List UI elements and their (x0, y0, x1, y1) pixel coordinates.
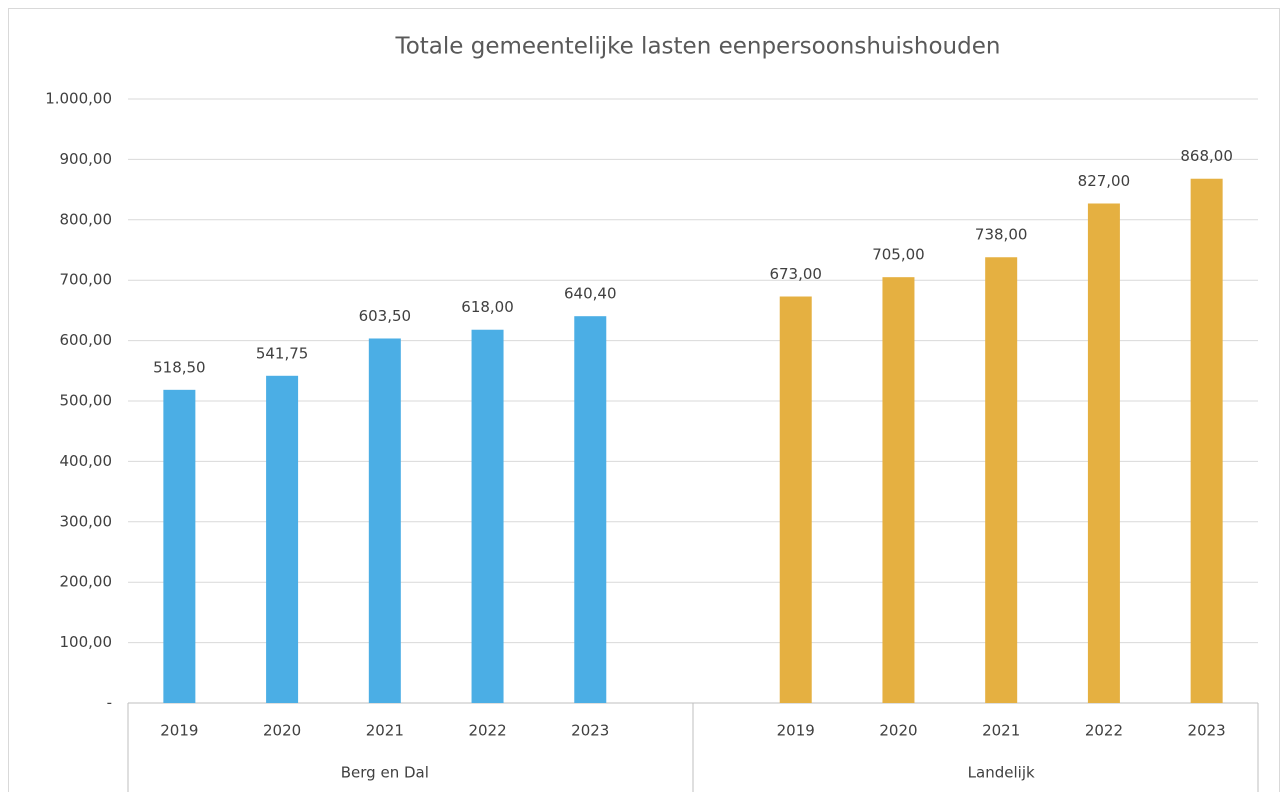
x-tick-label: 2020 (879, 722, 917, 740)
data-label: 705,00 (872, 246, 925, 264)
x-tick-label: 2020 (263, 722, 301, 740)
data-label: 541,75 (256, 344, 309, 362)
x-tick-label: 2019 (777, 722, 815, 740)
bar (471, 329, 504, 703)
bar (266, 375, 299, 703)
y-tick-label: 700,00 (60, 271, 113, 289)
bar (163, 389, 196, 703)
bar (1190, 178, 1223, 703)
x-tick-label: 2023 (1188, 722, 1226, 740)
y-tick-label: 800,00 (60, 210, 113, 228)
y-tick-label: 100,00 (60, 633, 113, 651)
data-label: 868,00 (1180, 147, 1233, 165)
x-tick-label: 2022 (468, 722, 506, 740)
bar (779, 296, 812, 703)
chart-title: Totale gemeentelijke lasten eenpersoonsh… (395, 34, 1001, 60)
bar (574, 316, 607, 703)
x-tick-label: 2022 (1085, 722, 1123, 740)
data-label: 618,00 (461, 298, 514, 316)
data-label: 738,00 (975, 226, 1028, 244)
group-label: Berg en Dal (341, 764, 429, 782)
group-label: Landelijk (968, 764, 1035, 782)
y-tick-label: 300,00 (60, 512, 113, 530)
x-tick-label: 2019 (160, 722, 198, 740)
x-tick-label: 2021 (366, 722, 404, 740)
x-tick-label: 2021 (982, 722, 1020, 740)
data-label: 827,00 (1078, 172, 1131, 190)
data-label: 673,00 (769, 265, 822, 283)
y-tick-label: 600,00 (60, 331, 113, 349)
y-tick-label: 900,00 (60, 150, 113, 168)
y-tick-label: 200,00 (60, 573, 113, 591)
data-label: 518,50 (153, 358, 206, 376)
data-label: 603,50 (359, 307, 412, 325)
chart-border (8, 8, 1280, 792)
bar (368, 338, 401, 703)
y-tick-label: 400,00 (60, 452, 113, 470)
y-tick-label: 1.000,00 (45, 90, 112, 108)
y-tick-label: 500,00 (60, 392, 113, 410)
bar (985, 257, 1018, 703)
data-label: 640,40 (564, 285, 617, 303)
bar (882, 277, 915, 703)
x-tick-label: 2023 (571, 722, 609, 740)
bar (1087, 203, 1120, 703)
y-tick-label: - (107, 694, 112, 712)
